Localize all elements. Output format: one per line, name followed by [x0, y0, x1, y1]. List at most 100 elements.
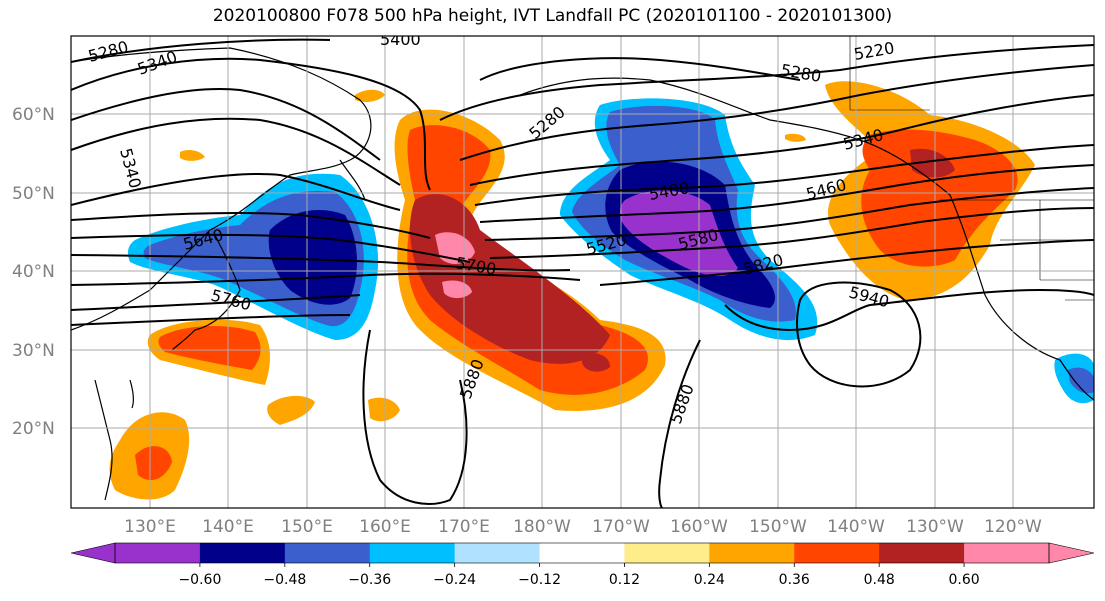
colorbar-swatch — [284, 543, 371, 563]
lat-tick-labels: 60°N 50°N 40°N 30°N 20°N — [12, 105, 55, 439]
coast-se-asia — [94, 379, 113, 501]
colorbar-swatch — [369, 543, 456, 563]
contour-c — [71, 173, 401, 211]
contour-b — [71, 117, 401, 186]
contour-5280-e — [459, 64, 1094, 161]
lon-tick-label: 160°E — [359, 517, 411, 537]
ivt-region-ne-pacific-red — [861, 129, 1018, 267]
contour-5340-e — [469, 94, 1094, 186]
ivt-region-philippine-red — [135, 446, 172, 481]
contour-g — [724, 288, 1094, 332]
lon-tick-label: 120°W — [984, 517, 1042, 537]
lon-tick-label: 140°W — [827, 517, 885, 537]
colorbar-tick-label: −0.12 — [518, 572, 561, 588]
lon-tick-label: 130°E — [124, 517, 176, 537]
lat-tick-label: 60°N — [12, 105, 55, 125]
contour-5940 — [796, 281, 922, 388]
ivt-region-central-darkred-spot — [582, 353, 610, 372]
lon-tick-label: 130°W — [906, 517, 964, 537]
ivt-region-ne-pacific-darkred — [910, 148, 955, 178]
lon-tick-label: 170°W — [592, 517, 650, 537]
colorbar-tick-label: 0.36 — [779, 572, 810, 588]
coast-asia — [71, 47, 372, 331]
coastlines — [71, 47, 1094, 501]
ivt-blob-1 — [267, 395, 315, 425]
borders — [849, 36, 1094, 301]
colorbar-tick-label: 0.60 — [949, 572, 980, 588]
contour-5760 — [71, 272, 581, 286]
coast-kamchatka — [339, 159, 366, 201]
contour-5280-c — [479, 57, 801, 81]
ivt-region-central-pink-1 — [435, 232, 475, 264]
colorbar-swatch — [454, 543, 541, 563]
colorbar-swatch — [794, 543, 880, 563]
lon-tick-label: 170°E — [438, 517, 490, 537]
colorbar-swatch — [709, 543, 795, 563]
contour-5460 — [479, 164, 1094, 223]
lon-tick-label: 140°E — [202, 517, 254, 537]
lon-tick-label: 150°W — [749, 517, 807, 537]
contour-d — [71, 211, 431, 239]
map-panel: 5280 5340 5400 5220 5280 5340 5460 5340 … — [71, 30, 1094, 508]
lon-tick-labels: 130°E 140°E 150°E 160°E 170°E 180°W 170°… — [124, 517, 1042, 537]
contour-5820 — [599, 239, 1094, 286]
colorbar-ticks: −0.60 −0.48 −0.36 −0.24 −0.12 0.12 0.24 0.36 0.4… — [178, 563, 980, 588]
contour-5640 — [71, 233, 471, 263]
ivt-blob-5 — [785, 133, 806, 142]
map-title: 2020100800 F078 500 hPa height, IVT Land… — [212, 6, 893, 26]
contour-5580 — [489, 207, 1094, 259]
height-contours — [71, 38, 1094, 508]
contour-f — [71, 314, 351, 326]
ivt-region-west-pacific-red — [158, 325, 261, 370]
ivt-blob-2 — [368, 397, 400, 422]
contour-5520 — [484, 187, 1094, 241]
colorbar-tick-label: 0.12 — [609, 572, 640, 588]
colorbar-swatch — [624, 543, 710, 563]
coast-na-west — [859, 139, 1094, 401]
lon-tick-label: 180°W — [513, 517, 571, 537]
colorbar-swatches — [115, 543, 1050, 563]
contour-5700 — [71, 254, 571, 272]
colorbar-swatch — [964, 543, 1050, 563]
contour-5400 — [474, 144, 1094, 206]
colorbar-tick-label: −0.60 — [178, 572, 221, 588]
contour-5220 — [439, 44, 1094, 121]
coast-taiwan — [129, 379, 135, 409]
lon-tick-label: 150°E — [281, 517, 333, 537]
coast-japan — [171, 234, 241, 351]
lat-tick-label: 20°N — [12, 419, 55, 439]
colorbar-tick-label: −0.24 — [433, 572, 476, 588]
colorbar-frame — [114, 542, 1050, 564]
colorbar-swatch — [879, 543, 965, 563]
border-alaska-canada — [849, 36, 930, 111]
colorbar: −0.60 −0.48 −0.36 −0.24 −0.12 0.12 0.24 0.36 0.4… — [70, 542, 1095, 588]
ivt-blob-4 — [180, 149, 205, 161]
coast-alaska — [519, 77, 861, 141]
contour-5880-w — [362, 329, 468, 505]
contour-5340-nw — [71, 57, 431, 191]
colorbar-swatch — [115, 543, 201, 563]
colorbar-tick-label: 0.48 — [864, 572, 895, 588]
colorbar-extend-min — [70, 542, 116, 564]
ivt-region-baja-blue — [1068, 367, 1094, 394]
map-frame — [70, 35, 1095, 509]
contour-a — [71, 88, 381, 161]
colorbar-swatch — [539, 543, 625, 563]
lon-tick-label: 160°W — [670, 517, 728, 537]
ivt-blob-3 — [355, 89, 385, 103]
lat-tick-label: 50°N — [12, 184, 55, 204]
ivt-region-nw-pacific-navy — [268, 210, 357, 305]
contour-5880-e — [658, 339, 701, 508]
colorbar-extend-max — [1048, 542, 1095, 564]
gridlines — [71, 36, 1094, 508]
colorbar-swatch — [199, 543, 286, 563]
contour-5280-nw — [71, 38, 331, 63]
colorbar-tick-label: −0.48 — [263, 572, 306, 588]
contour-e — [71, 294, 361, 311]
colorbar-tick-label: 0.24 — [694, 572, 725, 588]
lat-tick-label: 30°N — [12, 341, 55, 361]
colorbar-tick-label: −0.36 — [348, 572, 391, 588]
contour-label: 5400 — [380, 30, 421, 49]
lat-tick-label: 40°N — [12, 262, 55, 282]
